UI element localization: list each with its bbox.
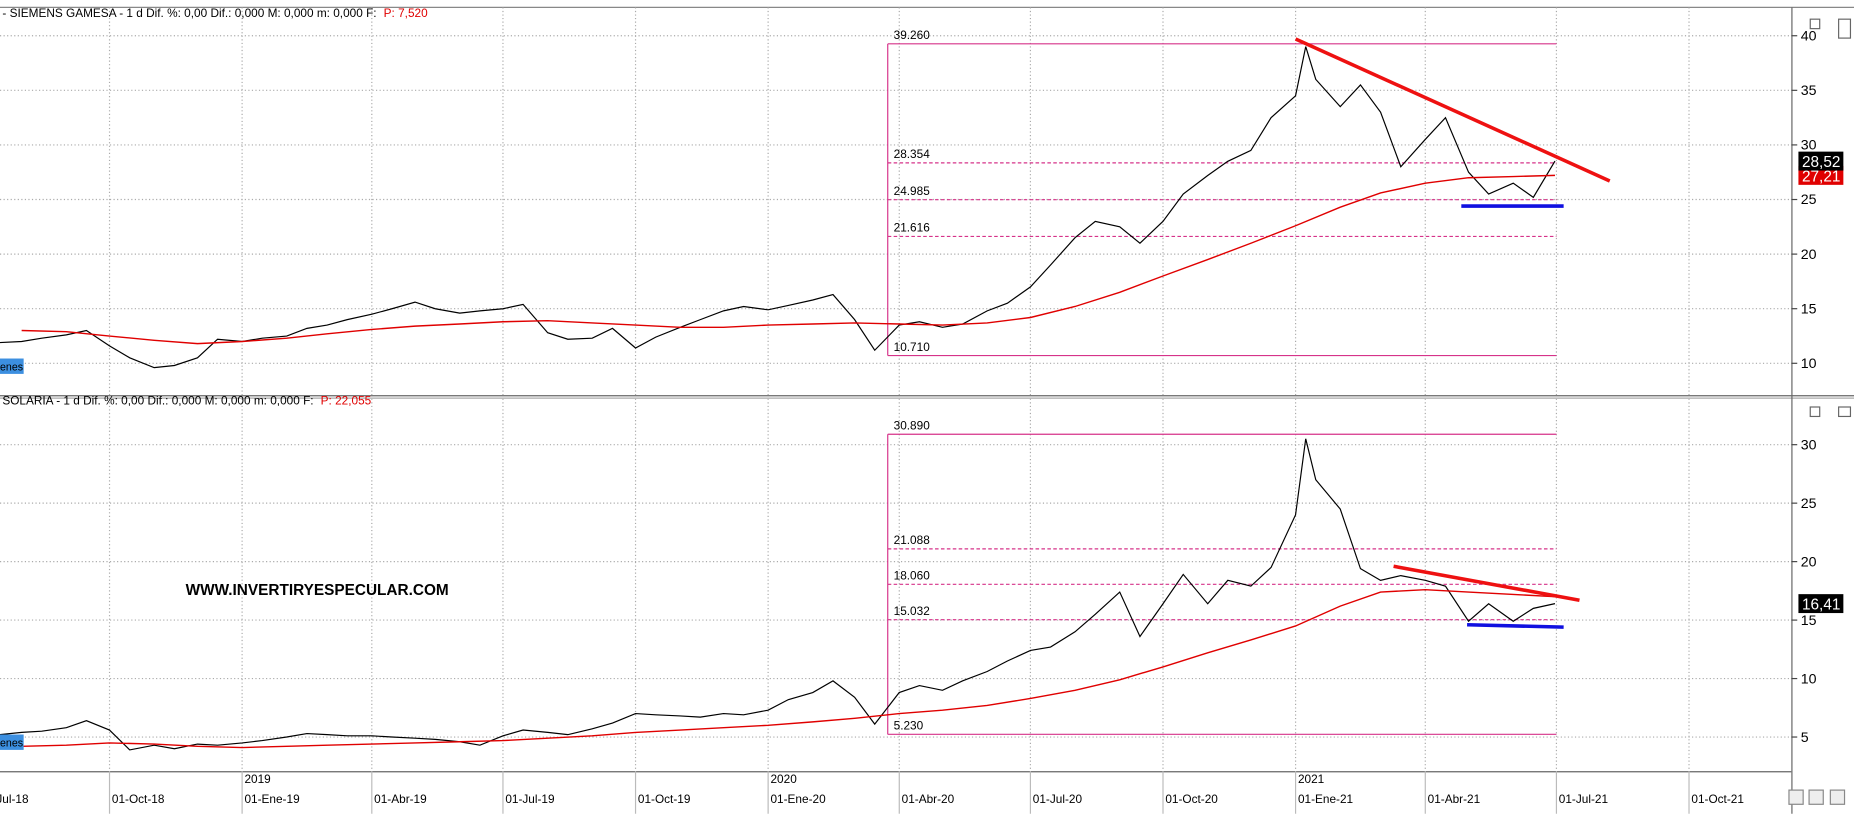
y-tick-label: 25 (1801, 496, 1817, 512)
panel-title: SOLARIA - 1 d Dif. %: 0,00 Dif.: 0,000 M… (2, 394, 313, 408)
x-tick-label: 01-Ene-21 (1298, 792, 1353, 806)
y-tick-label: 10 (1801, 356, 1817, 372)
value-tag-label: 27,21 (1802, 168, 1840, 185)
y-tick-label: 10 (1801, 671, 1817, 687)
trendline (1294, 37, 1611, 183)
value-tag-label: 28,52 (1802, 154, 1840, 171)
y-tick-label: 25 (1801, 192, 1817, 208)
y-tick-label: 20 (1801, 247, 1817, 263)
x-tick-label: 01-Oct-20 (1165, 792, 1218, 806)
x-tick-label: 01-Jul-19 (505, 792, 555, 806)
year-label: 2019 (244, 772, 271, 786)
volume-tag-label: enes (0, 361, 23, 373)
level-label: 15.032 (894, 604, 930, 618)
value-tag (1798, 165, 1844, 185)
year-label: 2020 (770, 772, 797, 786)
y-tick-label: 35 (1801, 83, 1817, 99)
level-label: 24.985 (894, 184, 931, 198)
level-label: 5.230 (894, 719, 924, 733)
panel-title-value: P: 22,055 (321, 394, 372, 408)
x-tick-label: 01-Abr-19 (374, 792, 427, 806)
level-label: 10.710 (894, 340, 931, 354)
x-tick-label: 01-Jul-20 (1033, 792, 1083, 806)
x-tick-label: 01-Ene-19 (244, 792, 300, 806)
x-tick-label: 01-Ene-20 (770, 792, 826, 806)
year-label: 2021 (1298, 772, 1324, 786)
value-tag (1798, 151, 1844, 171)
moving-average-line (21, 174, 1555, 345)
panel-title: - SIEMENS GAMESA - 1 d Dif. %: 0,00 Dif.… (2, 6, 376, 20)
value-tag-label: 16,41 (1802, 597, 1840, 614)
watermark: WWW.INVERTIRYESPECULAR.COM (186, 582, 449, 599)
x-tick-label: 01-Abr-21 (1428, 792, 1481, 806)
moving-average-line (21, 588, 1556, 749)
y-tick-label: 30 (1801, 138, 1817, 154)
level-label: 21.616 (894, 221, 931, 235)
y-tick-label: 40 (1801, 28, 1817, 44)
price-line (0, 46, 1556, 369)
minimize-button[interactable] (1809, 18, 1821, 30)
y-tick-label: 30 (1801, 437, 1817, 453)
x-tick-label: 01-Abr-20 (902, 792, 955, 806)
y-tick-label: 15 (1801, 613, 1817, 629)
scale-button[interactable] (1829, 789, 1846, 805)
minimize-button[interactable] (1809, 406, 1821, 418)
x-tick-label: 01-Jul-21 (1559, 792, 1608, 806)
plot-area: 30.890 21.088 18.060 15.032 5.230 (0, 398, 1792, 772)
scale-button[interactable] (1788, 789, 1804, 805)
close-button[interactable] (1838, 406, 1852, 418)
level-label: 30.890 (894, 419, 931, 433)
x-tick-label: 01-Jul-18 (0, 792, 29, 806)
y-tick-label: 15 (1801, 301, 1817, 317)
y-tick-label: 20 (1801, 554, 1817, 570)
volume-tag (0, 358, 24, 374)
scale-button[interactable] (1808, 789, 1824, 805)
level-label: 21.088 (894, 533, 931, 547)
level-label: 39.260 (894, 28, 931, 42)
x-tick-label: 01-Oct-19 (638, 792, 691, 806)
plot-area: 39.260 28.354 24.985 21.616 10.710 (0, 7, 1792, 396)
level-label: 18.060 (894, 569, 931, 583)
panel-title-value: P: 7,520 (384, 6, 428, 20)
time-axis-area (0, 771, 1854, 814)
value-tag (1798, 594, 1844, 614)
close-button[interactable] (1838, 18, 1852, 39)
x-tick-label: 01-Oct-18 (112, 792, 165, 806)
trendline (1393, 564, 1580, 602)
trendline (1467, 622, 1564, 629)
volume-tag (0, 734, 24, 750)
window-controls (1788, 18, 1852, 805)
x-tick-label: 01-Oct-21 (1691, 792, 1744, 806)
y-tick-label: 5 (1801, 730, 1809, 746)
volume-tag-label: enes (0, 737, 23, 749)
level-label: 28.354 (894, 147, 931, 161)
price-line (0, 438, 1556, 751)
